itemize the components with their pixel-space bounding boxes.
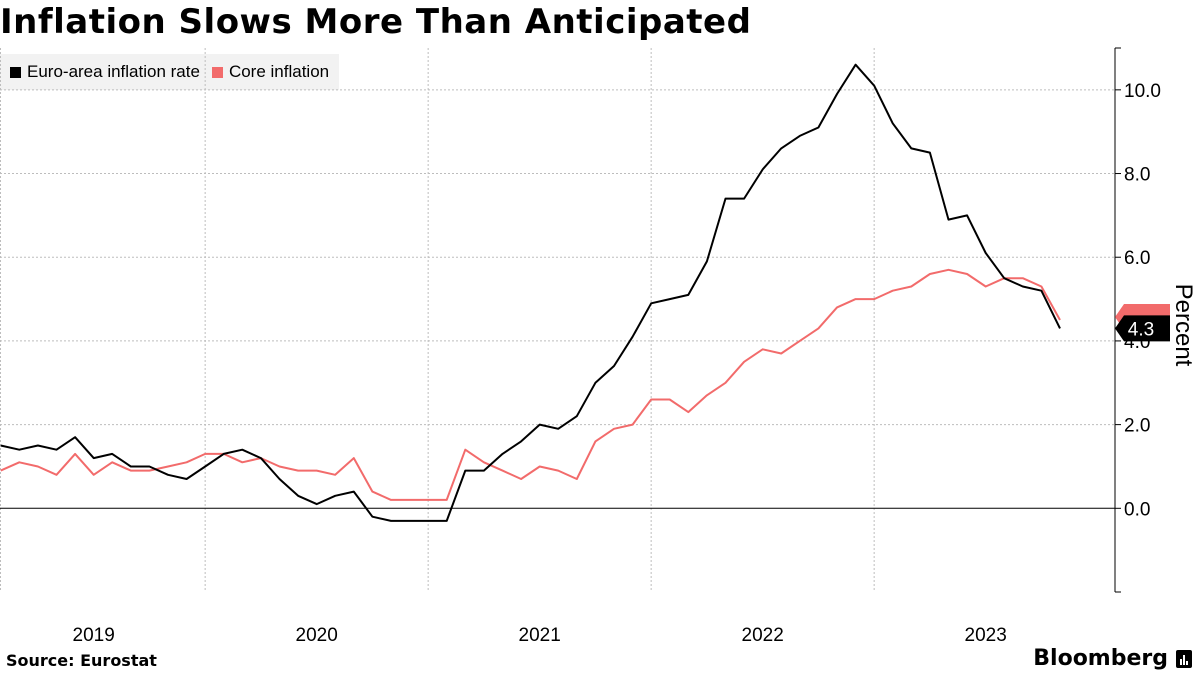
x-tick-label: 2022 — [742, 625, 784, 646]
y-tick-label: 2.0 — [1124, 416, 1150, 437]
legend-item-core[interactable]: Core inflation — [211, 62, 330, 82]
brand-name: Bloomberg — [1033, 646, 1168, 671]
bloomberg-logo: Bloomberg — [1033, 646, 1192, 671]
source-note: Source: Eurostat — [6, 651, 157, 670]
x-tick-label: 2023 — [965, 625, 1007, 646]
y-tick-label: 10.0 — [1124, 81, 1161, 102]
legend-label-core: Core inflation — [228, 62, 330, 81]
legend-item-headline[interactable]: Euro-area inflation rate — [10, 62, 200, 82]
y-axis-label: Percent — [1170, 283, 1197, 367]
x-tick-label: 2021 — [519, 625, 561, 646]
legend: Euro-area inflation rate Core inflation — [0, 54, 340, 90]
series-line-headline — [0, 63, 1061, 522]
legend-swatch-headline — [10, 66, 21, 78]
legend-label-headline: Euro-area inflation rate — [27, 62, 200, 81]
legend-swatch-core — [211, 66, 223, 78]
chart-title: Inflation Slows More Than Anticipated — [0, 2, 752, 42]
x-tick-label: 2020 — [296, 625, 338, 646]
series-line-core — [0, 268, 1061, 501]
x-tick-label: 2019 — [73, 625, 115, 646]
last-value-label-headline: 4.3 — [1128, 319, 1154, 340]
bloomberg-terminal-icon — [1176, 649, 1192, 668]
y-tick-label: 8.0 — [1124, 165, 1150, 186]
y-tick-label: 0.0 — [1124, 499, 1150, 520]
last-value-badge-headline — [1115, 315, 1170, 342]
y-tick-label: 6.0 — [1124, 248, 1150, 269]
